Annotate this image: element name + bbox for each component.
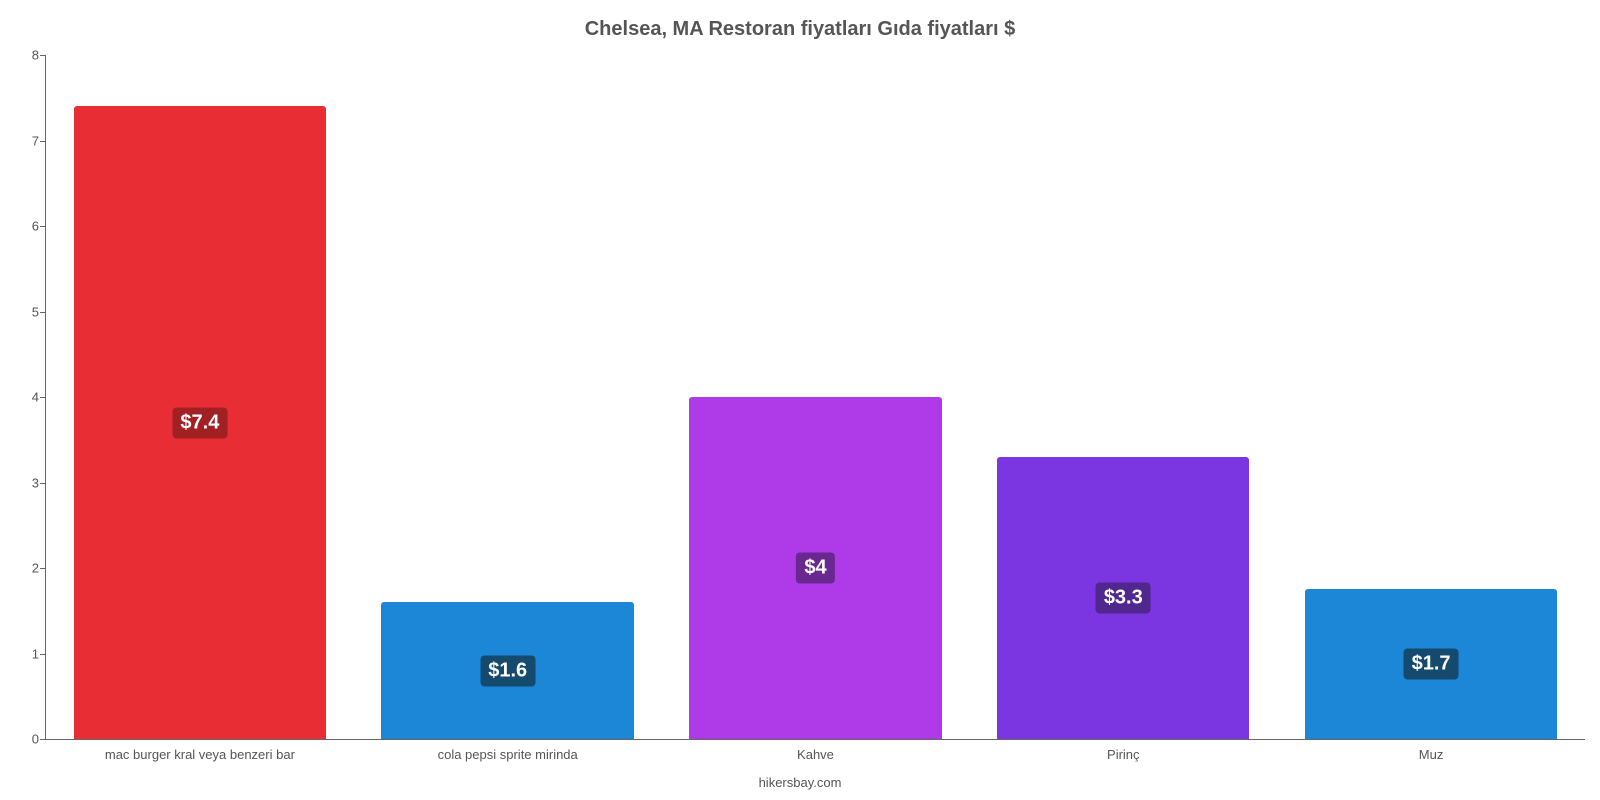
chart-wrap: $7.4mac burger kral veya benzeri bar$1.6… <box>45 55 1585 740</box>
category-label: Muz <box>1419 739 1444 762</box>
y-tick-label: 3 <box>11 475 39 490</box>
chart-title: Chelsea, MA Restoran fiyatları Gıda fiya… <box>0 0 1600 47</box>
category-label: Pirinç <box>1107 739 1140 762</box>
y-tick-mark <box>40 141 46 142</box>
bars-layer: $7.4mac burger kral veya benzeri bar$1.6… <box>46 55 1585 739</box>
bar-slot: $4Kahve <box>662 55 970 739</box>
bar-slot: $1.7Muz <box>1277 55 1585 739</box>
bar-slot: $7.4mac burger kral veya benzeri bar <box>46 55 354 739</box>
footer-credit: hikersbay.com <box>0 775 1600 790</box>
bar-slot: $1.6cola pepsi sprite mirinda <box>354 55 662 739</box>
y-tick-mark <box>40 55 46 56</box>
value-badge: $4 <box>796 553 834 584</box>
value-badge: $1.7 <box>1404 649 1459 680</box>
y-tick-label: 8 <box>11 48 39 63</box>
y-tick-label: 2 <box>11 561 39 576</box>
y-tick-mark <box>40 312 46 313</box>
y-tick-label: 4 <box>11 390 39 405</box>
value-badge: $3.3 <box>1096 582 1151 613</box>
plot-area: $7.4mac burger kral veya benzeri bar$1.6… <box>45 55 1585 740</box>
y-tick-mark <box>40 654 46 655</box>
category-label: Kahve <box>797 739 834 762</box>
bar-slot: $3.3Pirinç <box>969 55 1277 739</box>
y-tick-mark <box>40 397 46 398</box>
value-badge: $1.6 <box>480 655 535 686</box>
y-tick-label: 0 <box>11 732 39 747</box>
value-badge: $7.4 <box>172 407 227 438</box>
category-label: mac burger kral veya benzeri bar <box>105 739 295 762</box>
y-tick-mark <box>40 483 46 484</box>
y-tick-mark <box>40 568 46 569</box>
y-tick-label: 1 <box>11 646 39 661</box>
category-label: cola pepsi sprite mirinda <box>438 739 578 762</box>
y-tick-mark <box>40 739 46 740</box>
y-tick-label: 7 <box>11 133 39 148</box>
y-tick-label: 6 <box>11 219 39 234</box>
y-tick-label: 5 <box>11 304 39 319</box>
y-tick-mark <box>40 226 46 227</box>
